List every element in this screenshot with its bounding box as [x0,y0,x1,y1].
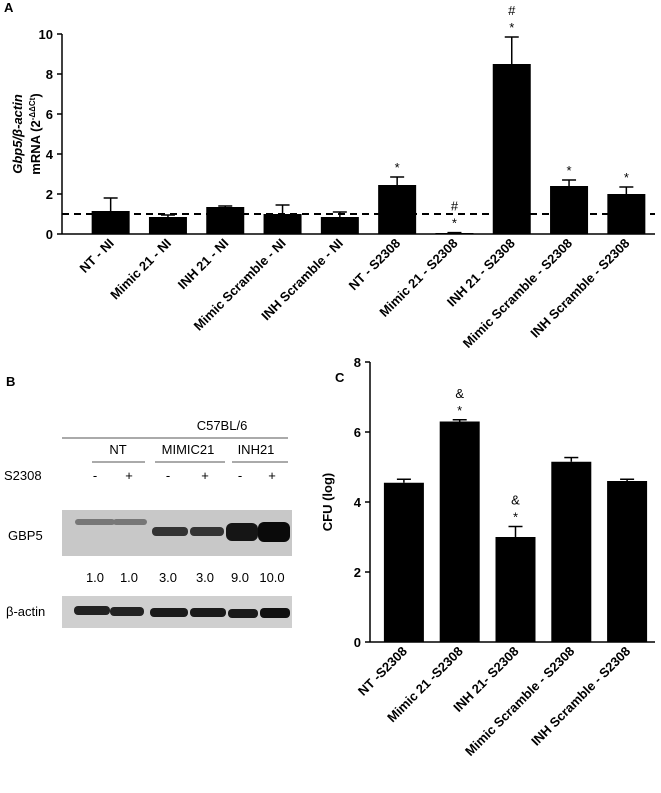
treatment-sign: + [125,468,133,483]
protein-label: GBP5 [8,528,43,543]
treatment-sign: - [166,468,170,483]
strain-label: C57BL/6 [197,418,248,433]
significance-mark: # [451,199,459,214]
panel-label: B [6,374,15,389]
significance-mark: & [511,493,520,508]
blot-band [110,607,144,616]
x-tick-label: Mimic Scramble - S2308 [462,644,577,759]
group-label: MIMIC21 [162,442,215,457]
blot-band [74,606,110,615]
blot-band [228,609,258,618]
blot-band [150,608,188,617]
significance-mark: * [567,163,572,178]
blot-band [260,608,290,618]
blot-panel: B C57BL/6 NT MIMIC21 INH21 S2308 - + - +… [4,374,292,628]
blot-band [258,522,290,542]
y-tick-label: 8 [46,67,53,82]
blot-band [190,608,226,617]
quantification: 3.0 [196,570,214,585]
treatment-sign: + [201,468,209,483]
blot-band [190,527,224,536]
group-label: NT [109,442,126,457]
y-tick-label: 10 [39,27,53,42]
bar [378,185,417,234]
y-tick-label: 6 [46,107,53,122]
treatment-sign: - [238,468,242,483]
bar [383,482,424,642]
sublabel-sup: -ΔΔCt [28,97,37,120]
bar [550,186,589,234]
blot-band [226,523,258,541]
x-tick-label: NT - S2308 [346,236,404,294]
y-tick-label: 4 [354,495,362,510]
significance-mark: * [457,403,462,418]
quantification: 3.0 [159,570,177,585]
significance-mark: & [455,386,464,401]
quantification: 9.0 [231,570,249,585]
y-tick-label: 6 [354,425,361,440]
y-tick-label: 8 [354,355,361,370]
panel-label: C [335,370,345,385]
quantification: 1.0 [120,570,138,585]
x-tick-label: INH Scramble - S2308 [527,236,632,341]
treatment-sign: - [93,468,97,483]
bar [492,64,531,234]
blot-band [75,519,115,525]
y-tick-label: 2 [46,187,53,202]
blot-band [113,519,147,525]
y-tick-label: 2 [354,565,361,580]
group-label: INH21 [238,442,275,457]
significance-mark: * [452,216,457,231]
y-axis-label: CFU (log) [320,473,335,531]
bar [495,537,536,642]
y-tick-label: 0 [354,635,361,650]
blot-band [152,527,188,536]
x-tick-label: NT - NI [77,236,117,276]
bar [435,233,474,234]
treatment-label: S2308 [4,468,42,483]
quantification: 10.0 [259,570,284,585]
x-tick-label: INH Scramble - S2308 [528,644,633,749]
significance-mark: * [513,510,518,525]
bar [320,217,359,234]
significance-mark: * [624,170,629,185]
bar [607,481,648,642]
x-tick-label: NT -S2308 [355,644,410,699]
bar [91,211,130,234]
x-tick-label: Mimic 21 - NI [107,236,174,303]
y-tick-label: 0 [46,227,53,242]
bar [263,214,302,234]
sublabel-part: mRNA (2 [28,120,43,174]
treatment-sign: + [268,468,276,483]
y-axis-label: Gbp5/β-actin [10,94,25,174]
significance-mark: * [395,160,400,175]
sublabel-part: ) [28,93,43,97]
bar [206,207,245,234]
bar [148,217,187,234]
quantification: 1.0 [86,570,104,585]
significance-mark: * [509,20,514,35]
loading-control-label: β-actin [6,604,45,619]
chart: A Gbp5/β-actin mRNA (2-ΔΔCt) 0 2 4 6 8 10 NT - NI… [4,0,655,351]
bar [439,421,480,642]
x-tick-label: Mimic Scramble - S2308 [460,236,575,351]
y-tick-label: 4 [46,147,54,162]
panel-label: A [4,0,14,15]
x-tick-label: INH 21 - NI [175,236,232,293]
y-axis-sublabel: mRNA (2-ΔΔCt) [28,93,43,174]
bar [551,461,592,642]
significance-mark: # [508,3,516,18]
